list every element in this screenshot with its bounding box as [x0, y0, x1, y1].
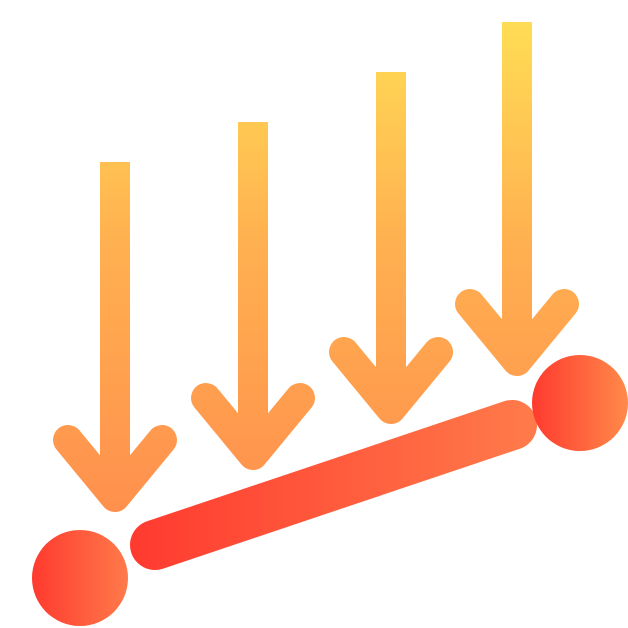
down-arrow-icon-2	[191, 122, 315, 470]
down-arrow-icon-4	[455, 22, 579, 376]
down-arrow-icon-3	[329, 72, 453, 424]
down-arrow-icon-1	[53, 162, 177, 512]
right-support-node	[532, 355, 628, 451]
left-support-node	[32, 530, 128, 626]
beam-bar	[130, 400, 537, 570]
